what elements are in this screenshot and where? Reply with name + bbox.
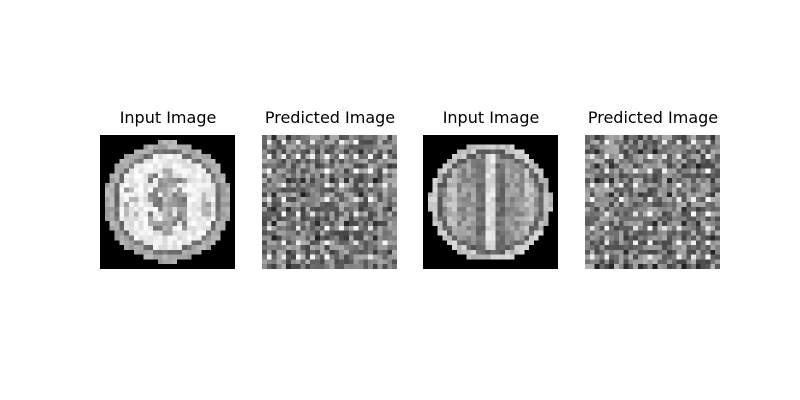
panel-title: Predicted Image [264, 108, 396, 127]
panel-predicted-image-1: Predicted Image [262, 108, 398, 269]
predicted-image-1 [262, 135, 397, 269]
predicted-image-2 [585, 135, 720, 269]
panel-input-image-2: Input Image [423, 108, 559, 269]
input-image-2 [423, 135, 558, 269]
panel-title: Predicted Image [587, 108, 719, 127]
panel-title: Input Image [119, 108, 217, 127]
panel-input-image-1: Input Image [100, 108, 236, 269]
panel-title: Input Image [442, 108, 540, 127]
input-image-1 [100, 135, 235, 269]
panel-predicted-image-2: Predicted Image [585, 108, 721, 269]
